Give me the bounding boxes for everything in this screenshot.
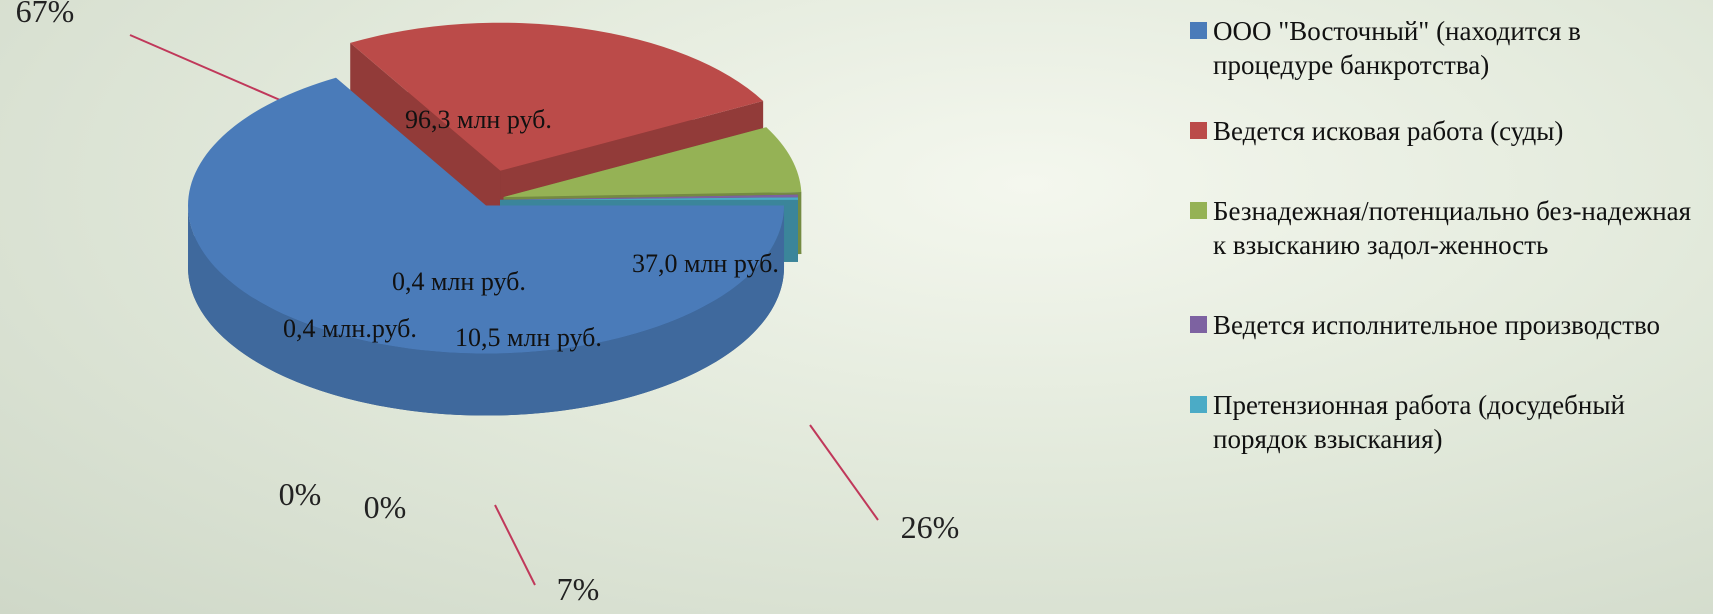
- leader-line: [810, 425, 878, 520]
- legend-label: Безнадежная/потенциально без-надежная к …: [1213, 194, 1705, 262]
- legend-item: Претензионная работа (досудебный порядок…: [1190, 388, 1705, 456]
- legend-label: Ведется исполнительное производство: [1213, 308, 1660, 342]
- legend-swatch: [1190, 202, 1207, 219]
- leader-line: [495, 505, 535, 585]
- value-label: 0,4 млн.руб.: [283, 314, 417, 343]
- leader-line: [130, 35, 280, 100]
- value-label: 37,0 млн руб.: [632, 249, 779, 278]
- legend-label: Ведется исковая работа (суды): [1213, 114, 1563, 148]
- percent-label: 0%: [364, 489, 407, 525]
- value-label: 10,5 млн руб.: [455, 323, 602, 352]
- percent-label: 0%: [279, 476, 322, 512]
- legend-item: ООО "Восточный" (находится в процедуре б…: [1190, 14, 1705, 82]
- legend-swatch: [1190, 22, 1207, 39]
- legend-swatch: [1190, 122, 1207, 139]
- percent-label: 26%: [901, 509, 960, 545]
- value-label: 0,4 млн руб.: [392, 267, 526, 296]
- legend-item: Ведется исполнительное производство: [1190, 308, 1705, 342]
- legend-label: Претензионная работа (досудебный порядок…: [1213, 388, 1705, 456]
- legend: ООО "Восточный" (находится в процедуре б…: [1190, 14, 1705, 456]
- legend-label: ООО "Восточный" (находится в процедуре б…: [1213, 14, 1705, 82]
- percent-label: 7%: [557, 571, 600, 607]
- page: 96,3 млн руб. 67% 37,0 млн руб. 26% 10,5 млн…: [0, 0, 1713, 614]
- legend-item: Ведется исковая работа (суды): [1190, 114, 1705, 148]
- percent-label: 67%: [16, 0, 75, 29]
- value-label: 96,3 млн руб.: [405, 105, 552, 134]
- legend-item: Безнадежная/потенциально без-надежная к …: [1190, 194, 1705, 262]
- legend-swatch: [1190, 316, 1207, 333]
- legend-swatch: [1190, 396, 1207, 413]
